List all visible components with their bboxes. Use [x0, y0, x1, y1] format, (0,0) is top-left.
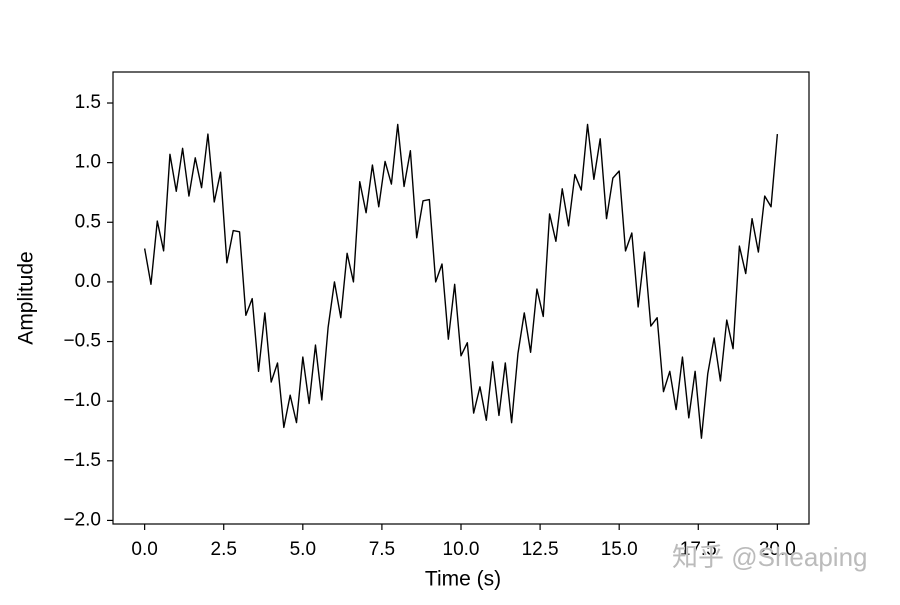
y-tick-label: −1.5 [63, 450, 101, 471]
x-tick-label: 2.5 [211, 539, 237, 560]
y-axis-label: Amplitude [15, 251, 38, 344]
x-tick-label: 20.0 [759, 539, 796, 560]
watermark: 知乎 @Sheaping [672, 542, 868, 572]
signal-line [143, 123, 779, 439]
x-tick-label: 17.5 [680, 539, 717, 560]
y-tick-label: 0.0 [75, 271, 101, 292]
x-tick-label: 15.0 [601, 539, 638, 560]
y-tick-label: 0.5 [75, 211, 101, 232]
plot-frame [112, 71, 810, 525]
y-tick-label: 1.5 [75, 92, 101, 113]
y-tick-label: −2.0 [63, 509, 101, 530]
x-tick-label: 0.0 [131, 539, 157, 560]
x-tick-label: 5.0 [290, 539, 316, 560]
x-tick-label: 12.5 [522, 539, 559, 560]
y-tick-label: 1.0 [75, 152, 101, 173]
y-tick-label: −1.0 [63, 390, 101, 411]
y-tick-label: −0.5 [63, 331, 101, 352]
x-tick-label: 7.5 [369, 539, 395, 560]
x-axis-label: Time (s) [425, 568, 501, 591]
x-tick-label: 10.0 [443, 539, 480, 560]
